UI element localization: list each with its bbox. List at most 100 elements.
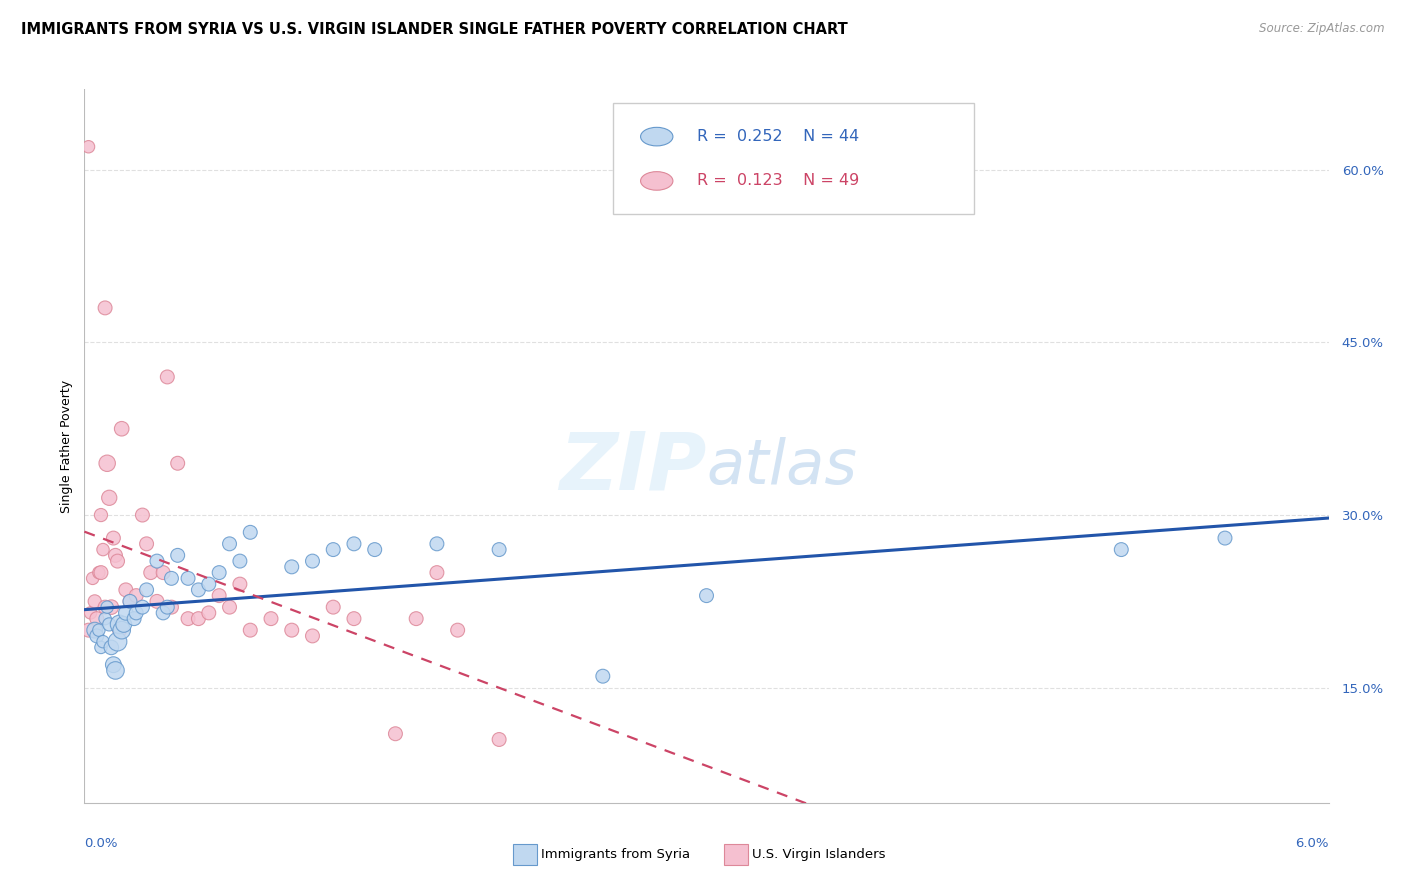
Point [139, 566, 162, 580]
Point [426, 537, 449, 551]
Point [100, 640, 122, 655]
Point [90, 508, 112, 522]
Point [592, 669, 614, 683]
Point [1213, 531, 1236, 545]
Point [239, 525, 262, 540]
Point [90, 640, 112, 655]
Point [115, 582, 138, 597]
Point [118, 594, 141, 608]
Point [111, 623, 134, 637]
Point [104, 549, 127, 563]
Text: R =  0.252    N = 44: R = 0.252 N = 44 [696, 129, 859, 145]
Point [87, 623, 110, 637]
Point [122, 612, 145, 626]
Point [156, 370, 179, 384]
Text: Source: ZipAtlas.com: Source: ZipAtlas.com [1260, 22, 1385, 36]
Point [83, 594, 105, 608]
Point [152, 566, 174, 580]
Point [301, 554, 323, 568]
Text: U.S. Virgin Islanders: U.S. Virgin Islanders [752, 848, 886, 861]
Point [86, 629, 108, 643]
Point [343, 537, 366, 551]
Point [98, 491, 121, 505]
Text: Immigrants from Syria: Immigrants from Syria [541, 848, 690, 861]
Point [146, 594, 169, 608]
Point [104, 664, 127, 678]
Point [146, 554, 169, 568]
Point [87, 566, 110, 580]
Text: IMMIGRANTS FROM SYRIA VS U.S. VIRGIN ISLANDER SINGLE FATHER POVERTY CORRELATION : IMMIGRANTS FROM SYRIA VS U.S. VIRGIN ISL… [21, 22, 848, 37]
Point [187, 612, 209, 626]
Point [363, 542, 385, 557]
Point [447, 623, 470, 637]
Point [281, 559, 304, 574]
Point [197, 577, 219, 591]
Point [103, 657, 125, 672]
Point [111, 422, 134, 436]
Point [1111, 542, 1133, 557]
Point [108, 617, 131, 632]
Point [77, 140, 100, 154]
Point [160, 600, 183, 615]
Point [229, 554, 252, 568]
Point [218, 600, 240, 615]
Point [208, 566, 231, 580]
Point [131, 600, 153, 615]
Point [83, 623, 105, 637]
Point [218, 537, 240, 551]
Text: 0.0%: 0.0% [84, 837, 118, 850]
Text: ZIP: ZIP [560, 428, 707, 507]
Point [77, 623, 100, 637]
Point [94, 612, 117, 626]
Point [384, 727, 406, 741]
Point [488, 732, 510, 747]
Point [260, 612, 283, 626]
Point [94, 301, 117, 315]
Point [696, 589, 718, 603]
Point [156, 600, 179, 615]
Point [426, 566, 449, 580]
Point [322, 542, 344, 557]
Point [281, 623, 304, 637]
Point [107, 634, 129, 648]
Point [208, 589, 231, 603]
Point [91, 634, 114, 648]
Point [229, 577, 252, 591]
Point [177, 571, 200, 585]
Point [131, 508, 153, 522]
Point [96, 456, 118, 470]
Point [125, 589, 148, 603]
Point [152, 606, 174, 620]
Point [82, 571, 104, 585]
Point [488, 542, 510, 557]
Point [96, 600, 118, 615]
Point [301, 629, 323, 643]
Point [135, 537, 157, 551]
Point [118, 594, 141, 608]
Point [112, 617, 135, 632]
Text: atlas: atlas [707, 437, 858, 498]
Point [98, 617, 121, 632]
Point [343, 612, 366, 626]
Point [94, 600, 117, 615]
Point [107, 554, 129, 568]
Point [125, 606, 148, 620]
Text: R =  0.123    N = 49: R = 0.123 N = 49 [696, 173, 859, 188]
Point [79, 606, 101, 620]
Y-axis label: Single Father Poverty: Single Father Poverty [60, 379, 73, 513]
Point [197, 606, 219, 620]
Point [177, 612, 200, 626]
Circle shape [641, 128, 673, 146]
Point [115, 606, 138, 620]
Point [103, 531, 125, 545]
Point [187, 582, 209, 597]
Point [166, 549, 188, 563]
Point [86, 612, 108, 626]
Point [160, 571, 183, 585]
Text: 6.0%: 6.0% [1295, 837, 1329, 850]
Point [83, 623, 105, 637]
Point [90, 566, 112, 580]
Point [108, 623, 131, 637]
Point [239, 623, 262, 637]
Point [91, 542, 114, 557]
